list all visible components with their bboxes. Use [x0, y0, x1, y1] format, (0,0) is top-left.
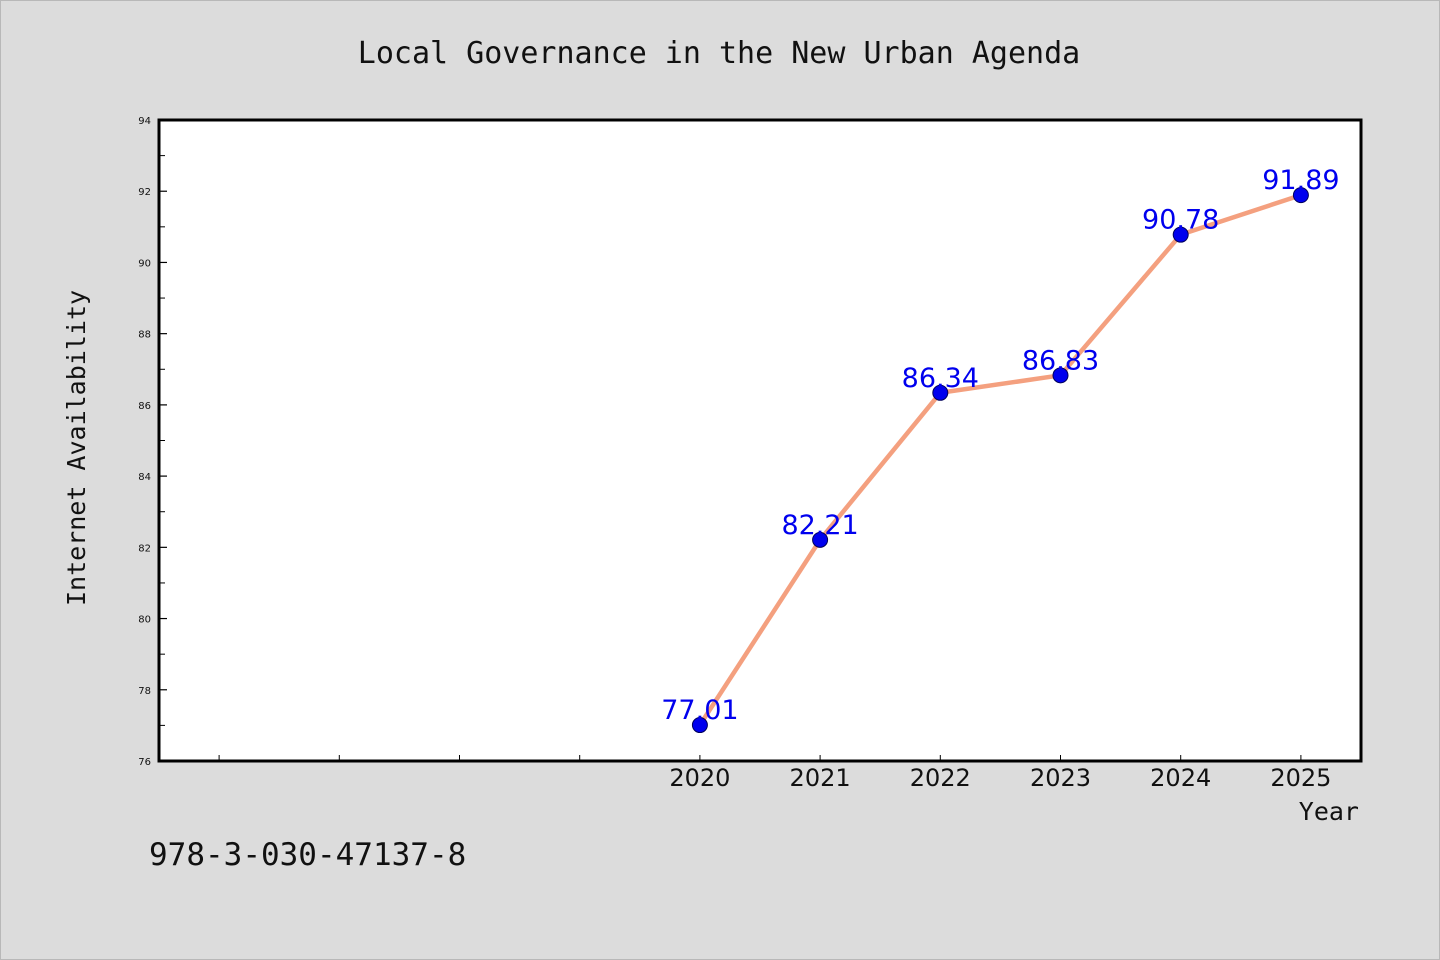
y-axis-label: Internet Availability [62, 290, 91, 606]
y-tick-label: 88 [138, 330, 151, 341]
chart-title: Local Governance in the New Urban Agenda [358, 36, 1080, 71]
data-label: 77.01 [661, 695, 738, 726]
data-label: 86.83 [1022, 345, 1099, 376]
data-point [1052, 367, 1069, 384]
y-tick-label: 90 [138, 258, 151, 269]
data-label: 91.89 [1262, 165, 1339, 196]
plot-border [157, 118, 1363, 763]
data-point [1292, 187, 1309, 204]
y-tick-label: 84 [138, 472, 151, 483]
x-tick-label: 2020 [669, 764, 730, 792]
y-tick-label: 80 [138, 615, 151, 626]
data-point [812, 531, 829, 548]
x-axis-label: Year [1299, 797, 1359, 826]
series-group: 77.01 82.21 86.34 86.83 90.78 91.89 [661, 165, 1340, 734]
x-tick-label: 2024 [1150, 764, 1211, 792]
x-tick-label: 2022 [910, 764, 971, 792]
y-tick-label: 92 [138, 187, 151, 198]
data-point [932, 384, 949, 401]
y-tick-label: 78 [138, 686, 151, 697]
plot-area [159, 120, 1361, 761]
data-point [691, 717, 708, 734]
y-tick-label: 76 [138, 757, 151, 768]
y-tick-label: 82 [138, 543, 151, 554]
data-label: 90.78 [1142, 205, 1219, 236]
x-tick-label: 2023 [1030, 764, 1091, 792]
data-point [1172, 226, 1189, 243]
x-axis-ticks: 2020 2021 2022 2023 2024 2025 [218, 755, 1331, 792]
x-tick-label: 2025 [1270, 764, 1331, 792]
data-label: 86.34 [902, 363, 979, 394]
series-line [697, 192, 1304, 728]
x-tick-label: 2021 [790, 764, 851, 792]
y-tick-label: 94 [138, 116, 151, 127]
data-label: 82.21 [781, 510, 858, 541]
footnote-isbn: 978-3-030-47137-8 [149, 837, 466, 873]
y-tick-label: 86 [138, 401, 151, 412]
